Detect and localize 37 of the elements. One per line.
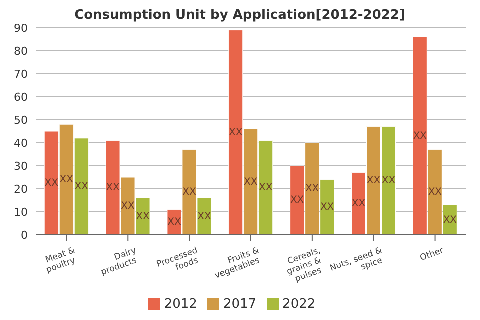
data-label: XX	[60, 174, 74, 186]
y-tick-label: 70	[14, 68, 28, 81]
data-label: XX	[382, 176, 396, 187]
y-tick-label: 60	[14, 90, 28, 104]
legend-label: 2012	[164, 297, 198, 312]
data-label: XX	[320, 202, 334, 214]
data-label: XX	[168, 217, 182, 228]
data-label: XX	[443, 214, 458, 226]
legend-label: 2022	[282, 297, 316, 312]
data-label: XX	[428, 187, 442, 198]
data-label: XX	[136, 211, 150, 222]
data-label: XX	[413, 130, 428, 142]
data-label: XX	[121, 200, 136, 212]
data-label: XX	[366, 176, 381, 187]
data-label: XX	[352, 198, 366, 210]
data-label: XX	[290, 195, 304, 206]
chart-title: Consumption Unit by Application[2012-2022]	[74, 8, 406, 23]
y-tick-label: 30	[14, 160, 28, 173]
y-tick-label: 20	[14, 182, 28, 196]
y-tick-label: 0	[21, 228, 28, 242]
data-label: XX	[44, 178, 59, 189]
y-tick-label: 90	[14, 22, 28, 35]
x-tick-label: Nuts, seed & spice	[328, 246, 384, 274]
y-tick-label: 10	[14, 206, 28, 219]
data-label: XX	[106, 182, 120, 194]
data-label: XX	[244, 176, 258, 188]
y-tick-label: 40	[14, 136, 28, 150]
data-label: XX	[229, 127, 243, 138]
y-tick-label: 50	[14, 114, 28, 127]
data-label: XX	[182, 187, 196, 198]
y-tick-label: 80	[14, 44, 28, 58]
legend-label: 2017	[223, 297, 257, 312]
data-label: XX	[74, 181, 89, 192]
x-tick-label: Other	[418, 246, 446, 264]
data-label: XX	[198, 211, 212, 222]
data-label: XX	[259, 182, 273, 194]
data-label: XX	[305, 184, 320, 195]
